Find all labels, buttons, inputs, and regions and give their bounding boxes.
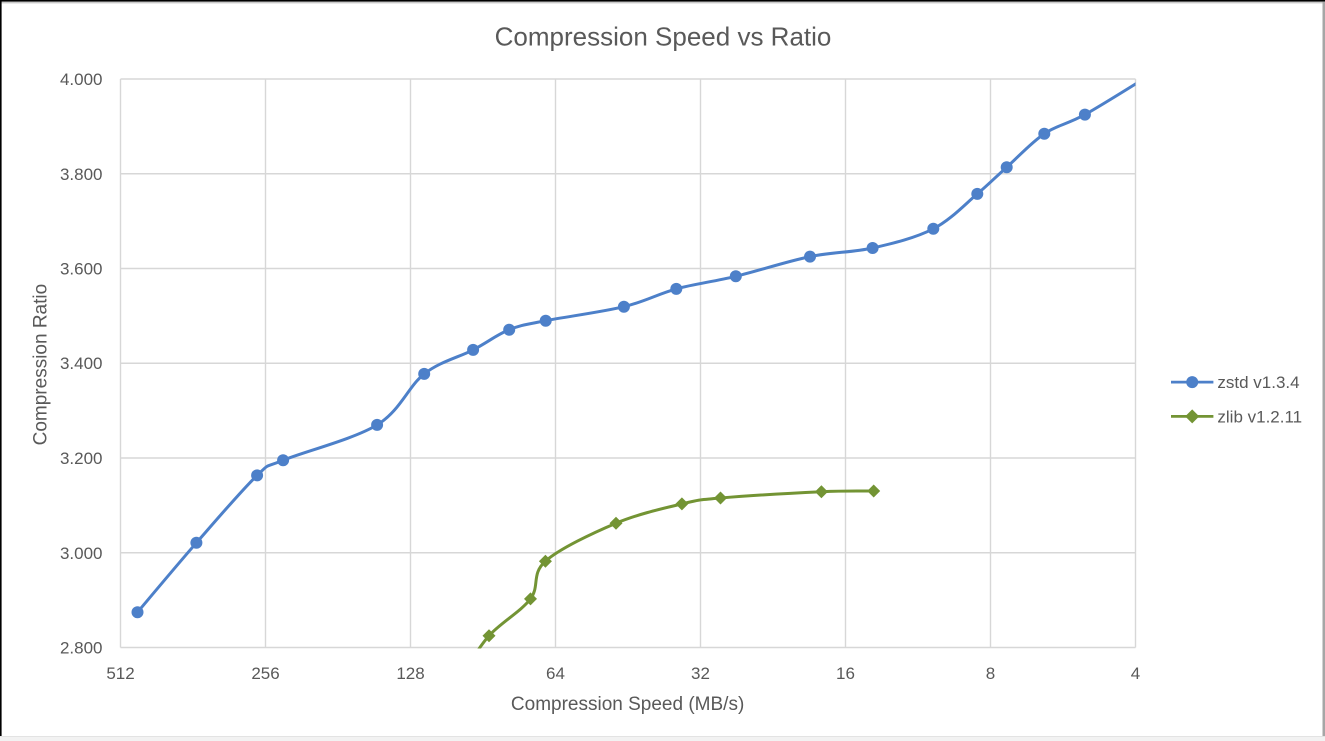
svg-text:4.000: 4.000	[60, 70, 103, 89]
svg-text:16: 16	[836, 664, 855, 683]
svg-text:32: 32	[691, 664, 710, 683]
svg-text:8: 8	[986, 664, 995, 683]
svg-text:3.000: 3.000	[60, 544, 103, 563]
svg-text:256: 256	[251, 664, 279, 683]
svg-text:3.600: 3.600	[60, 260, 103, 279]
svg-text:4: 4	[1131, 664, 1140, 683]
svg-text:Compression Speed vs Ratio: Compression Speed vs Ratio	[495, 22, 832, 52]
svg-text:3.400: 3.400	[60, 354, 103, 373]
svg-text:zlib v1.2.11: zlib v1.2.11	[1217, 407, 1302, 426]
svg-text:Compression Speed (MB/s): Compression Speed (MB/s)	[511, 694, 744, 715]
svg-text:128: 128	[396, 664, 424, 683]
svg-text:512: 512	[106, 664, 134, 683]
svg-text:2.800: 2.800	[60, 639, 103, 658]
svg-text:Compression Ratio: Compression Ratio	[31, 284, 52, 446]
svg-text:3.200: 3.200	[60, 449, 103, 468]
svg-text:3.800: 3.800	[60, 165, 103, 184]
svg-text:zstd v1.3.4: zstd v1.3.4	[1217, 373, 1299, 392]
svg-text:64: 64	[546, 664, 565, 683]
